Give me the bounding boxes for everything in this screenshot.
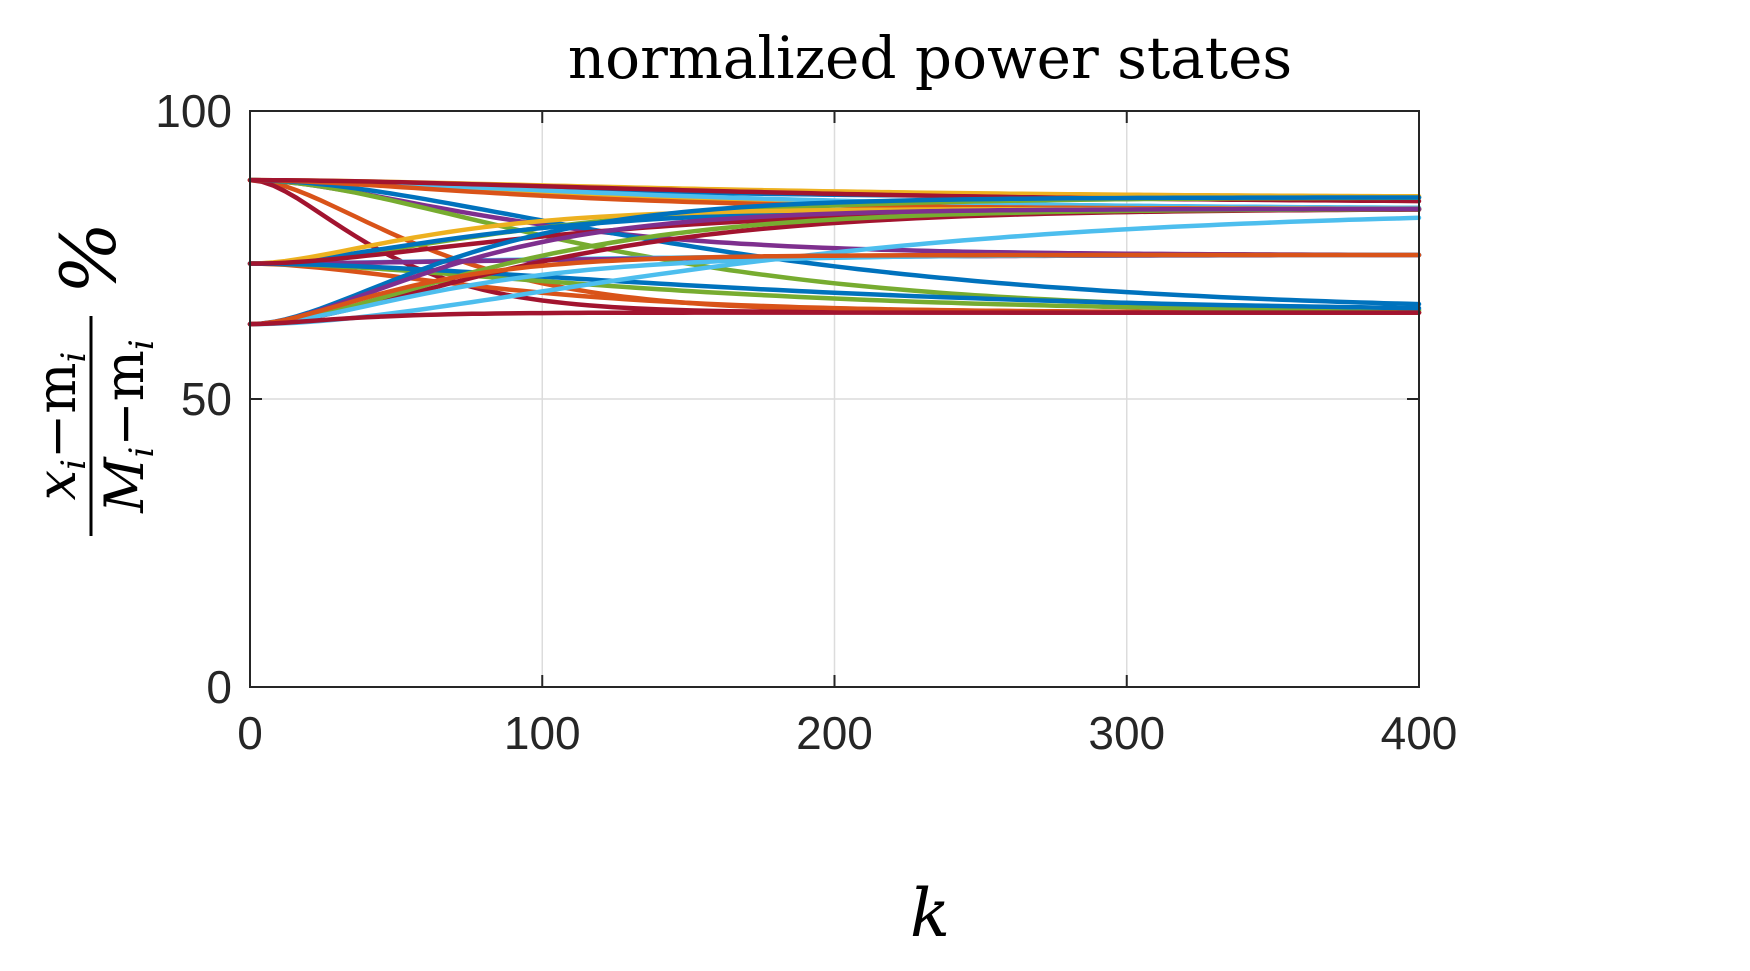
- y-label-num-minus: −m: [25, 363, 88, 459]
- series-line-19: [247, 261, 1422, 311]
- y-label-den-m2-sub: i: [122, 339, 162, 350]
- x-tick-label: 300: [1088, 707, 1165, 759]
- x-tick-label: 200: [796, 707, 873, 759]
- y-tick-label: 0: [206, 661, 232, 713]
- y-tick-label: 50: [181, 373, 232, 425]
- y-label-percent: %: [44, 222, 133, 294]
- tick-labels: 0 100 200 300 400 0 50 100: [155, 85, 1457, 759]
- ticks: [249, 110, 1420, 688]
- y-axis-label: xi−mi Mi−mi %: [25, 222, 162, 536]
- y-label-den-m-sub: i: [122, 447, 162, 458]
- series-line-8: [247, 177, 1422, 307]
- series-group: [247, 177, 1422, 327]
- series-line-22: [247, 195, 1422, 327]
- series-line-26: [247, 206, 1422, 327]
- y-label-num-x: x: [25, 470, 88, 500]
- chart-title: normalized power states: [568, 24, 1292, 92]
- x-tick-label: 100: [504, 707, 581, 759]
- y-label-num-x-sub: i: [54, 459, 94, 470]
- x-tick-label: 400: [1381, 707, 1458, 759]
- x-axis-label: k: [910, 875, 950, 952]
- series-line-27: [247, 252, 1422, 327]
- series-line-18: [247, 261, 1422, 313]
- x-tick-label: 0: [237, 707, 263, 759]
- y-label-num-m-sub: i: [54, 352, 94, 363]
- y-label-den-m: M: [93, 456, 156, 514]
- series-line-28: [247, 310, 1422, 327]
- series-line-21: [247, 215, 1422, 327]
- y-label-numerator: xi−mi: [25, 352, 94, 501]
- y-label-den-minus: −m: [93, 350, 156, 446]
- y-label-denominator: Mi−mi: [93, 339, 162, 514]
- y-tick-label: 100: [155, 85, 232, 137]
